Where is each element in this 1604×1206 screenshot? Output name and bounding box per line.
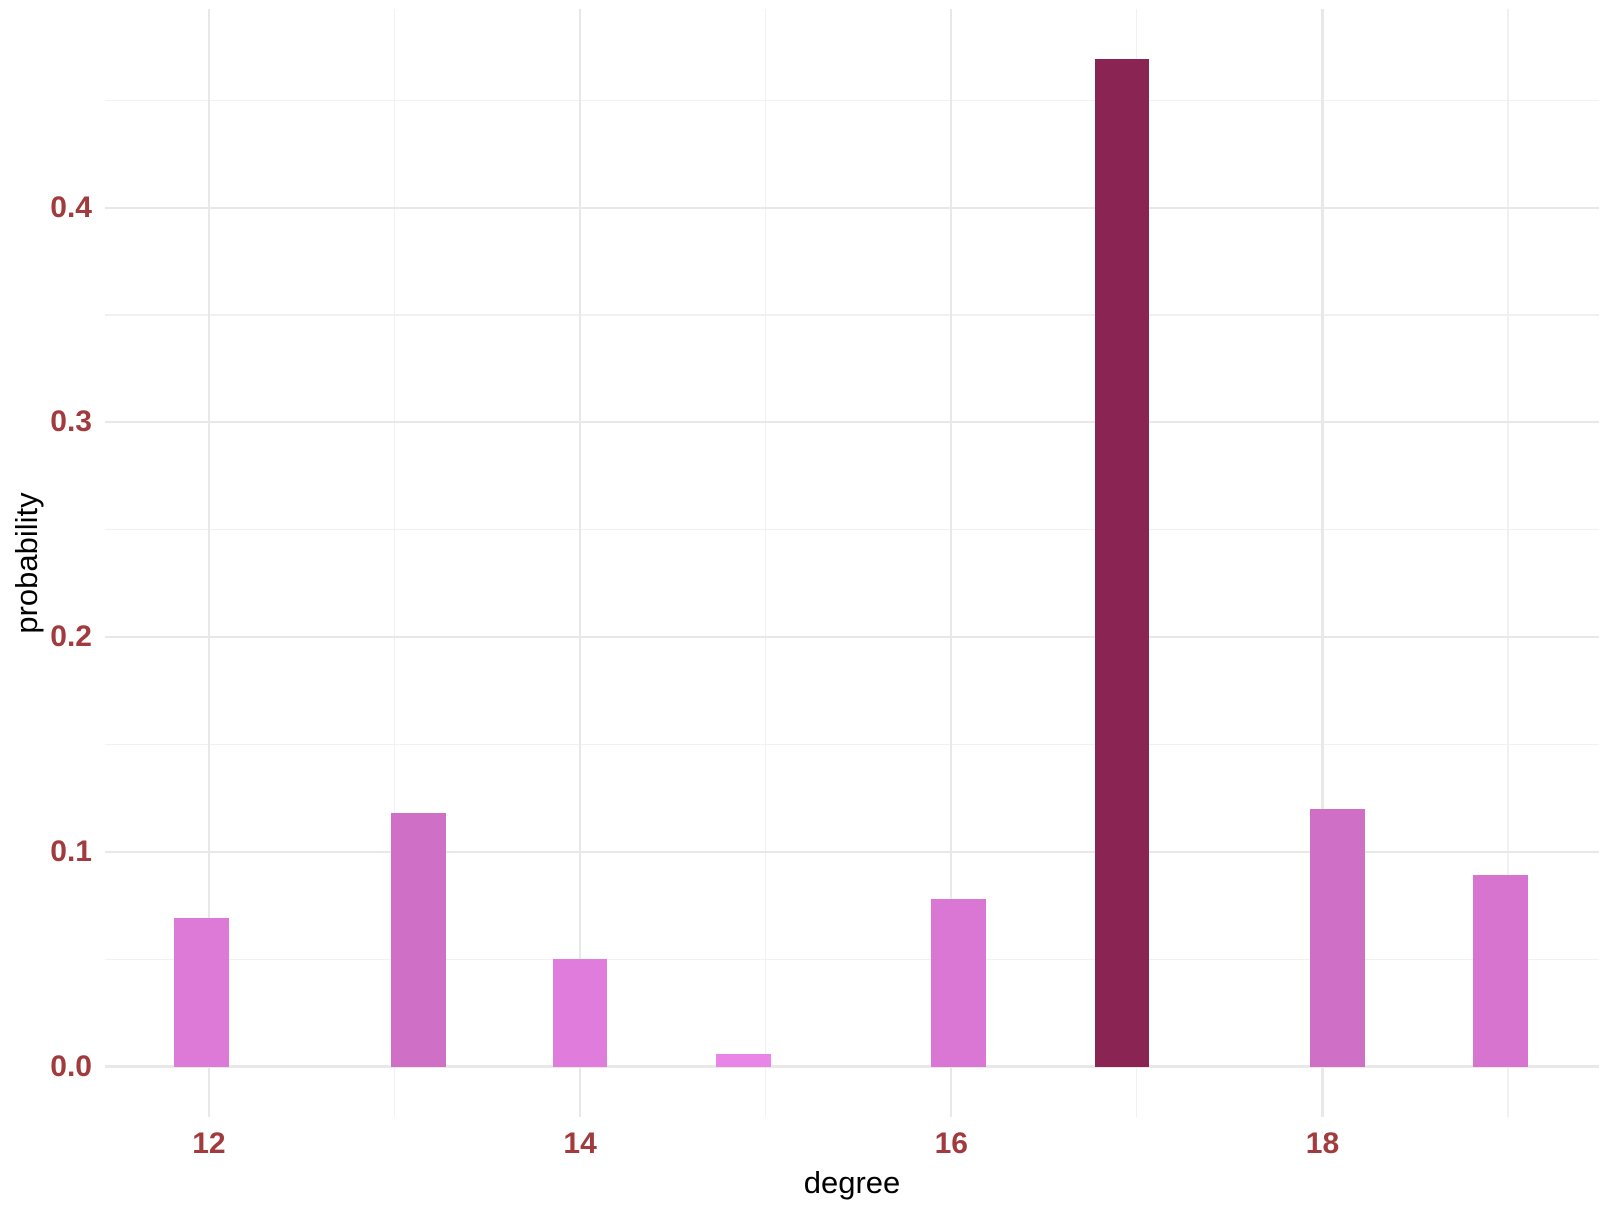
gridline [105,206,1599,209]
bar-degree-13 [391,813,446,1067]
bar-degree-15 [716,1053,771,1067]
bar-degree-17 [1094,59,1150,1067]
x-tick-label: 14 [563,1127,597,1160]
gridline [765,9,767,1117]
gridline [1321,9,1324,1117]
y-tick-label: 0.0 [50,1049,92,1083]
bar-degree-16 [931,899,987,1067]
gridline [393,9,396,1117]
gridline [105,635,1599,639]
gridline [207,9,211,1117]
bar-degree-18 [1309,808,1365,1067]
gridline [579,9,582,1117]
gridline [105,958,1599,960]
y-tick-label: 0.4 [50,190,92,224]
gridline [105,314,1599,316]
gridline [105,529,1599,531]
x-tick-label: 12 [192,1127,226,1160]
plot-panel [105,9,1599,1117]
gridline [105,99,1599,101]
x-tick-label: 18 [1305,1127,1340,1160]
y-axis-title: probability [9,492,44,634]
gridline [950,9,953,1117]
y-tick-label: 0.3 [50,405,92,439]
x-tick-label: 16 [934,1127,968,1160]
y-tick-label: 0.1 [50,834,92,868]
x-axis-title: degree [803,1165,901,1200]
gridline [1507,9,1509,1117]
gridline [105,1065,1599,1068]
gridline [105,850,1599,853]
gridline [105,421,1599,424]
y-tick-label: 0.2 [50,620,92,654]
bar-degree-14 [552,959,608,1067]
gridline [105,743,1599,746]
bar-degree-12 [174,918,229,1067]
bar-degree-19 [1473,875,1528,1067]
